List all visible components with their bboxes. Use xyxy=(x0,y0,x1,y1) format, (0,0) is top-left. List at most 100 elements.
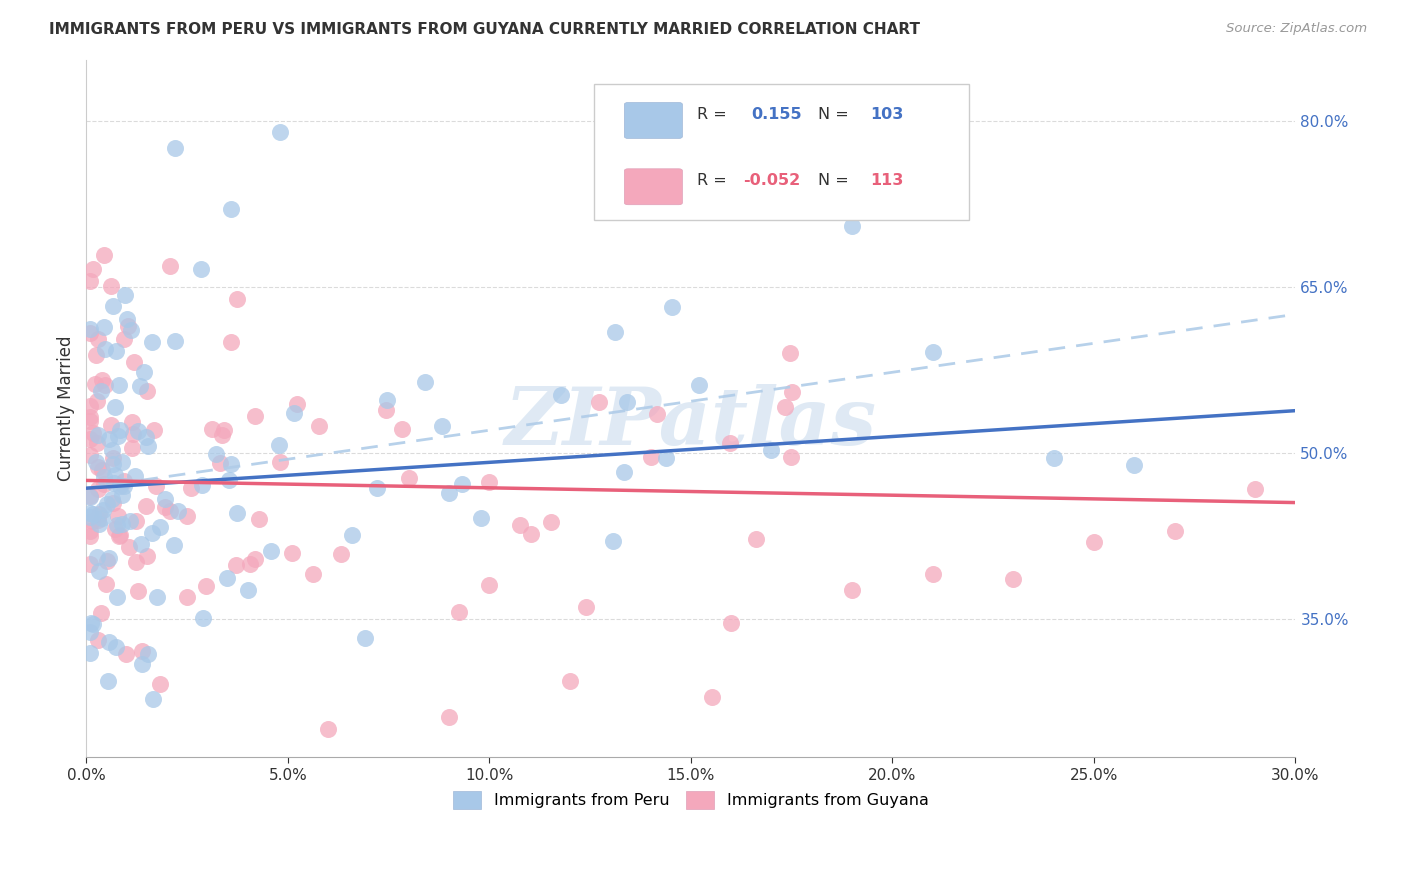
Point xyxy=(159,259,181,273)
Point xyxy=(211,428,233,442)
Point xyxy=(142,692,165,706)
Point xyxy=(103,496,125,510)
Point xyxy=(82,514,104,528)
Text: R =: R = xyxy=(697,106,731,121)
Text: 103: 103 xyxy=(870,106,903,121)
Point xyxy=(105,591,128,605)
Point xyxy=(79,449,101,463)
Point xyxy=(478,475,501,489)
Point xyxy=(190,262,212,277)
Point xyxy=(1123,458,1146,473)
Point xyxy=(87,428,110,442)
Point xyxy=(720,616,742,631)
Point xyxy=(450,477,472,491)
Point xyxy=(761,442,783,457)
Point xyxy=(449,605,471,619)
Point xyxy=(104,522,127,536)
Point xyxy=(87,482,110,496)
Point xyxy=(176,509,198,524)
Point xyxy=(79,506,101,520)
Point xyxy=(655,451,678,466)
Point xyxy=(661,300,683,314)
Point xyxy=(375,403,398,417)
Point xyxy=(82,425,104,440)
Point xyxy=(97,635,120,649)
Point xyxy=(135,384,157,398)
Point xyxy=(269,125,291,139)
Point xyxy=(79,646,101,660)
Point xyxy=(79,326,101,341)
Point xyxy=(239,558,262,572)
Point xyxy=(122,426,145,441)
Point xyxy=(149,677,172,691)
Point xyxy=(82,261,104,276)
Point xyxy=(79,409,101,424)
Point xyxy=(745,532,768,546)
Point xyxy=(111,455,134,469)
Point xyxy=(603,325,626,339)
Point xyxy=(91,503,114,517)
Point xyxy=(780,384,803,399)
Point xyxy=(93,320,115,334)
Point xyxy=(128,379,150,393)
Point xyxy=(153,500,176,515)
Point xyxy=(243,552,266,566)
Point xyxy=(108,378,131,392)
Point xyxy=(104,400,127,414)
Point xyxy=(166,503,188,517)
Point xyxy=(86,550,108,565)
Point xyxy=(163,141,186,155)
Point xyxy=(391,421,413,435)
Point xyxy=(138,439,160,453)
Point xyxy=(127,425,149,439)
Point xyxy=(89,507,111,521)
Legend: Immigrants from Peru, Immigrants from Guyana: Immigrants from Peru, Immigrants from Gu… xyxy=(446,784,935,815)
Point xyxy=(101,300,124,314)
Point xyxy=(588,395,610,409)
Point xyxy=(1083,535,1105,549)
Point xyxy=(93,476,115,491)
Point xyxy=(225,506,247,520)
Point xyxy=(141,526,163,541)
Point xyxy=(437,710,460,724)
FancyBboxPatch shape xyxy=(595,84,969,220)
Point xyxy=(90,384,112,399)
Point xyxy=(245,409,267,424)
Point xyxy=(131,657,153,671)
Point xyxy=(269,455,291,469)
Point xyxy=(79,414,101,428)
Point xyxy=(191,610,214,624)
Point xyxy=(180,482,202,496)
Point xyxy=(111,516,134,531)
Point xyxy=(121,415,143,429)
Point xyxy=(165,334,187,349)
Point xyxy=(118,540,141,554)
Point xyxy=(129,536,152,550)
Point xyxy=(470,511,492,525)
Point xyxy=(124,468,146,483)
Point xyxy=(125,514,148,528)
Point xyxy=(97,550,120,565)
Point xyxy=(218,473,240,487)
Point xyxy=(83,376,105,391)
Point xyxy=(145,479,167,493)
Point xyxy=(112,475,135,489)
Point xyxy=(398,471,420,485)
Point xyxy=(283,406,305,420)
Point xyxy=(508,517,530,532)
Point xyxy=(101,450,124,465)
Point xyxy=(212,423,235,437)
Point xyxy=(921,567,943,582)
Point xyxy=(204,447,226,461)
Point xyxy=(97,674,120,689)
Point xyxy=(121,441,143,455)
Point xyxy=(80,615,103,630)
Point xyxy=(540,515,562,529)
Point xyxy=(260,543,283,558)
Point xyxy=(79,432,101,446)
Point xyxy=(89,564,111,578)
Point xyxy=(176,590,198,604)
Point xyxy=(153,492,176,507)
FancyBboxPatch shape xyxy=(624,169,682,205)
Point xyxy=(93,470,115,484)
